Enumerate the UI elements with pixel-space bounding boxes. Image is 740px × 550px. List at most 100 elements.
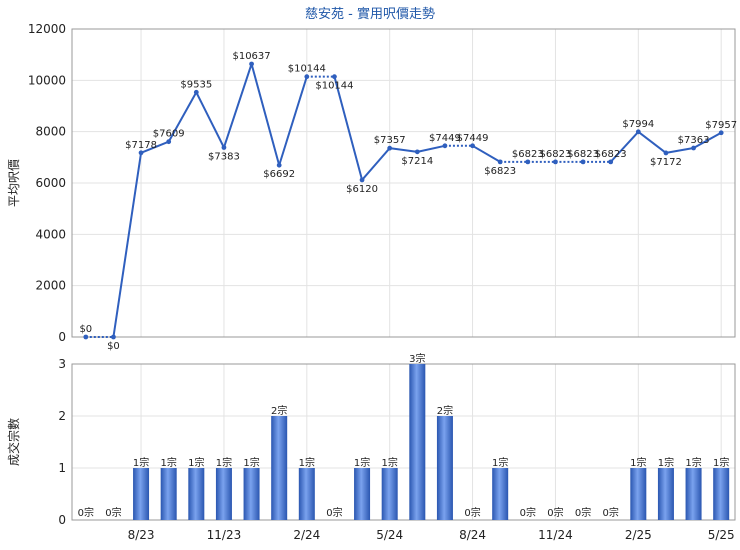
price-data-label: $7994 — [622, 119, 654, 130]
transaction-bar — [657, 468, 674, 520]
price-point — [304, 74, 310, 80]
count-y-tick-label: 0 — [58, 513, 66, 527]
transaction-count-label: 0宗 — [78, 506, 94, 519]
price-line-segment — [250, 63, 281, 166]
transaction-count-label: 1宗 — [713, 456, 729, 469]
transaction-count-label: 1宗 — [685, 456, 701, 469]
price-line-segment — [693, 131, 722, 149]
transaction-bar — [188, 468, 205, 520]
price-data-label: $6692 — [263, 169, 295, 180]
price-line-segment — [637, 131, 667, 154]
price-data-label: $6823 — [595, 149, 627, 160]
price-data-label: $7957 — [705, 120, 737, 131]
price-data-label: $7609 — [153, 129, 185, 140]
price-data-label: $10637 — [232, 51, 270, 62]
transaction-count-label: 1宗 — [243, 456, 259, 469]
transaction-count-label: 1宗 — [216, 456, 232, 469]
transaction-count-label: 1宗 — [658, 456, 674, 469]
price-line-segment — [278, 76, 308, 166]
count-y-axis-label: 成交宗數 — [6, 418, 21, 466]
price-data-label: $7214 — [401, 156, 433, 167]
price-data-label: $7172 — [650, 157, 682, 168]
price-data-label: $6823 — [540, 149, 572, 160]
price-data-label: $0 — [107, 341, 120, 352]
price-y-tick-label: 8000 — [35, 125, 66, 139]
price-line-segment — [472, 144, 501, 163]
price-data-label: $7357 — [374, 135, 406, 146]
price-y-tick-label: 4000 — [35, 227, 66, 241]
transaction-bar — [630, 468, 647, 520]
price-point — [663, 150, 669, 156]
transaction-count-label: 1宗 — [133, 456, 149, 469]
price-data-label: $6120 — [346, 184, 378, 195]
price-data-label: $6823 — [512, 149, 544, 160]
price-point — [276, 162, 282, 168]
price-point — [608, 159, 614, 165]
price-point — [470, 143, 475, 149]
price-y-tick-label: 10000 — [28, 73, 66, 87]
price-data-label: $10144 — [288, 64, 326, 75]
transaction-bar — [685, 468, 702, 520]
price-point — [193, 89, 199, 95]
transaction-bar — [160, 468, 177, 520]
transaction-bar — [243, 468, 260, 520]
price-point — [442, 143, 448, 149]
chart-title: 慈安苑 - 實用呎價走勢 — [305, 6, 435, 22]
price-line-segment — [609, 131, 640, 163]
transaction-count-label: 0宗 — [520, 506, 536, 519]
transaction-bar — [409, 364, 426, 520]
price-line-segment — [389, 147, 418, 153]
price-point — [83, 334, 89, 340]
price-line-segment — [417, 144, 446, 153]
x-tick-label: 11/23 — [207, 528, 242, 542]
price-point — [525, 159, 531, 165]
price-y-tick-label: 0 — [58, 330, 66, 344]
transaction-count-label: 1宗 — [299, 456, 315, 469]
price-point — [635, 129, 641, 135]
transaction-count-label: 2宗 — [437, 404, 453, 417]
transaction-count-label: 1宗 — [492, 456, 508, 469]
price-y-tick-label: 6000 — [35, 176, 66, 190]
x-tick-label: 11/24 — [538, 528, 573, 542]
transaction-count-label: 1宗 — [354, 456, 370, 469]
transaction-count-label: 1宗 — [382, 456, 398, 469]
transaction-bar — [436, 416, 453, 520]
price-y-axis-label: 平均呎價 — [7, 159, 21, 207]
price-data-label: $6823 — [484, 166, 516, 177]
x-tick-label: 2/25 — [625, 528, 652, 542]
price-plot-frame — [71, 28, 736, 338]
transaction-bar — [381, 468, 398, 520]
price-point — [138, 150, 144, 156]
transaction-bar-panel: 0 1 2 3 8/23 11/23 2/24 5/24 8/24 11/24 2/25 5/25 0宗… — [58, 352, 736, 542]
price-y-tick-label: 2000 — [35, 279, 66, 293]
price-point — [691, 145, 696, 151]
transaction-bar — [271, 416, 288, 520]
price-point — [497, 159, 503, 165]
transaction-count-label: 0宗 — [603, 506, 619, 519]
price-point — [111, 334, 116, 340]
x-tick-label: 8/24 — [459, 528, 486, 542]
price-point — [166, 139, 172, 145]
transaction-count-label: 2宗 — [271, 404, 287, 417]
price-data-label: $6823 — [567, 149, 599, 160]
price-data-label: $9535 — [180, 79, 212, 90]
price-line-segment — [333, 76, 364, 181]
price-line-segment — [222, 63, 253, 148]
price-data-label: $0 — [79, 324, 92, 335]
price-point — [414, 149, 420, 155]
transaction-count-label: 1宗 — [630, 456, 646, 469]
price-y-tick-label: 12000 — [28, 22, 66, 36]
price-point — [580, 159, 586, 165]
count-plot-frame — [71, 363, 736, 521]
transaction-bar — [133, 468, 150, 520]
transaction-bar — [713, 468, 730, 520]
x-tick-label: 8/23 — [128, 528, 155, 542]
transaction-bar — [298, 468, 315, 520]
price-line-segment — [140, 140, 170, 154]
price-point — [249, 61, 254, 67]
price-data-label: $7383 — [208, 152, 240, 163]
transaction-count-label: 0宗 — [326, 506, 342, 519]
price-point — [387, 145, 393, 151]
